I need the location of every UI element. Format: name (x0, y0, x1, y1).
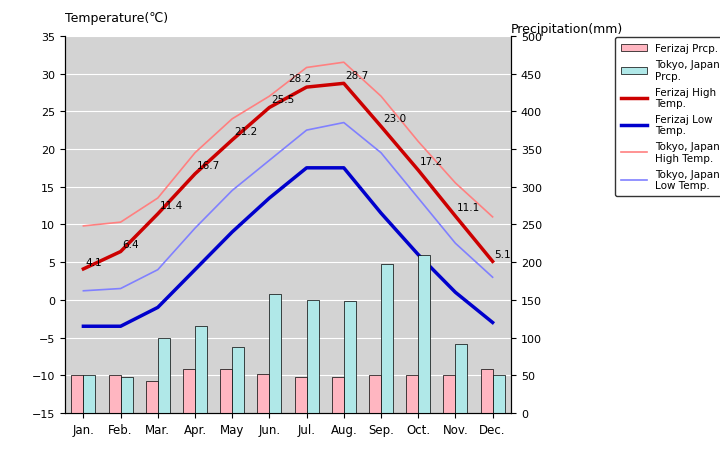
Bar (158, 338, 170, 413)
Text: 28.2: 28.2 (288, 74, 311, 84)
Bar (269, 294, 282, 413)
Bar (232, 347, 244, 413)
Legend: Ferizaj Prcp., Tokyo, Japan
Prcp., Ferizaj High
Temp., Ferizaj Low
Temp., Tokyo,: Ferizaj Prcp., Tokyo, Japan Prcp., Feriz… (615, 38, 720, 197)
Bar (121, 377, 132, 413)
Text: 11.4: 11.4 (160, 201, 183, 211)
Bar (109, 375, 120, 413)
Bar (369, 375, 381, 413)
Bar (71, 375, 84, 413)
Bar (84, 375, 95, 413)
Bar (258, 374, 269, 413)
Bar (481, 369, 492, 413)
Bar (183, 369, 195, 413)
Bar (344, 302, 356, 413)
Text: 11.1: 11.1 (457, 203, 480, 213)
Bar (381, 264, 393, 413)
Bar (444, 375, 455, 413)
Bar (220, 369, 232, 413)
Text: 28.7: 28.7 (346, 70, 369, 80)
Text: 4.1: 4.1 (85, 257, 102, 267)
Bar (492, 375, 505, 413)
Text: 23.0: 23.0 (383, 113, 406, 123)
Bar (294, 377, 307, 413)
Text: 25.5: 25.5 (271, 95, 294, 105)
Bar (307, 300, 318, 413)
Bar (406, 375, 418, 413)
Bar (195, 326, 207, 413)
Bar (332, 377, 344, 413)
Text: 17.2: 17.2 (420, 157, 444, 167)
Text: Precipitation(mm): Precipitation(mm) (511, 23, 624, 36)
Text: 16.7: 16.7 (197, 161, 220, 171)
Text: 5.1: 5.1 (495, 250, 511, 259)
Text: 6.4: 6.4 (122, 240, 139, 250)
Bar (455, 344, 467, 413)
Bar (146, 381, 158, 413)
Bar (418, 255, 430, 413)
Text: 21.2: 21.2 (234, 127, 257, 137)
Text: Temperature(℃): Temperature(℃) (65, 12, 168, 25)
